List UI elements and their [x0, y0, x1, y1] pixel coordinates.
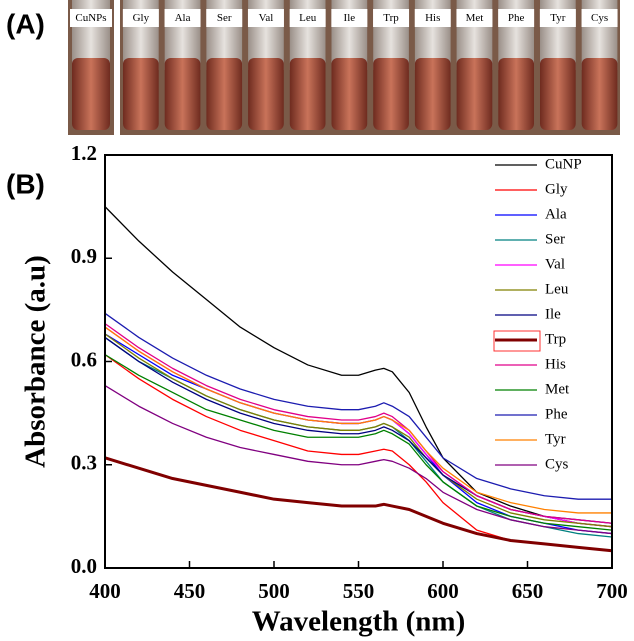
y-tick-label: 0.6: [71, 347, 97, 371]
series-line: [104, 323, 613, 524]
vial-label: Val: [259, 12, 274, 24]
series-line: [104, 206, 613, 528]
vial-label: Ile: [344, 12, 356, 24]
legend-label: CuNP: [545, 156, 582, 172]
vial-liquid: [248, 58, 284, 130]
series-line: [104, 326, 612, 514]
legend-label: Ile: [545, 306, 561, 322]
legend-label: Ala: [545, 206, 567, 222]
vial-label-bg: [539, 9, 576, 27]
vial-liquid: [456, 58, 493, 130]
vial-label: Phe: [508, 12, 525, 24]
vial-label-bg: [247, 9, 284, 27]
vial-label-bg: [373, 9, 410, 27]
vial-liquid: [289, 58, 326, 130]
x-tick-label: 400: [89, 579, 121, 603]
vial-label-bg: [289, 9, 326, 27]
legend-label: Met: [545, 381, 570, 397]
y-tick-label: 0.9: [71, 244, 97, 268]
vial-label: Leu: [299, 12, 317, 24]
y-tick-label: 1.2: [71, 141, 97, 165]
legend-highlight: [493, 330, 541, 352]
vial-label-bg: [331, 9, 368, 27]
series-line: [104, 385, 613, 535]
vial-label: Ser: [217, 12, 232, 24]
vial-label: CuNPs: [75, 12, 106, 24]
y-axis-title: Absorbance (a.u): [20, 255, 52, 468]
x-tick-label: 700: [596, 579, 628, 603]
panel-label: (B): [6, 168, 45, 199]
x-axis-title: Wavelength (nm): [252, 606, 465, 638]
legend-label: His: [545, 356, 566, 372]
vial-liquid: [164, 58, 201, 130]
panel-label: (A): [6, 8, 45, 39]
vial-liquid: [581, 58, 618, 130]
vial-label-bg: [456, 9, 493, 27]
vial-liquid: [123, 58, 159, 130]
photo-gap: [114, 0, 120, 135]
vial-liquid: [331, 58, 368, 130]
series-line: [104, 312, 612, 500]
vial-label: Met: [466, 12, 484, 24]
y-tick-label: 0.3: [71, 451, 97, 475]
vial-label: Gly: [133, 12, 150, 24]
legend-label: Val: [545, 256, 565, 272]
vial-label-bg: [581, 9, 618, 27]
legend-label: Ser: [545, 231, 565, 247]
legend-label: Cys: [545, 456, 569, 472]
series-line: [104, 354, 613, 531]
vials: CuNPs Gly Ala Ser Val Leu Ile Trp His Met Phe Tyr Cy…: [70, 0, 618, 130]
x-tick-label: 550: [343, 579, 375, 603]
legend-label: Tyr: [545, 431, 566, 447]
chart: 0.0 0.3 0.6 0.9 1.2 400 450 500 550 600 650 700 CuNP…: [20, 141, 628, 638]
series-line: [104, 456, 613, 553]
x-tick-label: 450: [174, 579, 206, 603]
vial-label-bg: [70, 9, 112, 27]
vial-label-bg: [206, 9, 243, 27]
vial-label: Tyr: [550, 12, 565, 24]
legend-label: Phe: [545, 406, 568, 422]
vial-label: Ala: [175, 12, 191, 24]
series-line: [104, 333, 613, 528]
x-tick-label: 500: [258, 579, 290, 603]
vial-label: His: [425, 12, 440, 24]
vial-label: Cys: [591, 12, 608, 24]
vial-label-bg: [414, 9, 451, 27]
vial-label-bg: [122, 9, 159, 27]
vial-liquid: [206, 58, 243, 130]
legend-label: Gly: [545, 181, 568, 197]
vial-label: Trp: [383, 12, 399, 24]
legend-label: Leu: [545, 281, 569, 297]
vial-liquid: [373, 58, 409, 130]
vial-liquid: [414, 58, 451, 130]
plot-frame: [104, 154, 613, 569]
vial-liquid: [498, 58, 534, 130]
y-tick-label: 0.0: [71, 554, 97, 578]
vial-label-bg: [164, 9, 201, 27]
vial-liquid: [540, 58, 576, 130]
legend-label: Trp: [545, 331, 566, 347]
x-tick-label: 650: [512, 579, 544, 603]
vial-label-bg: [498, 9, 535, 27]
vial-liquid: [72, 58, 110, 130]
x-tick-label: 600: [427, 579, 459, 603]
